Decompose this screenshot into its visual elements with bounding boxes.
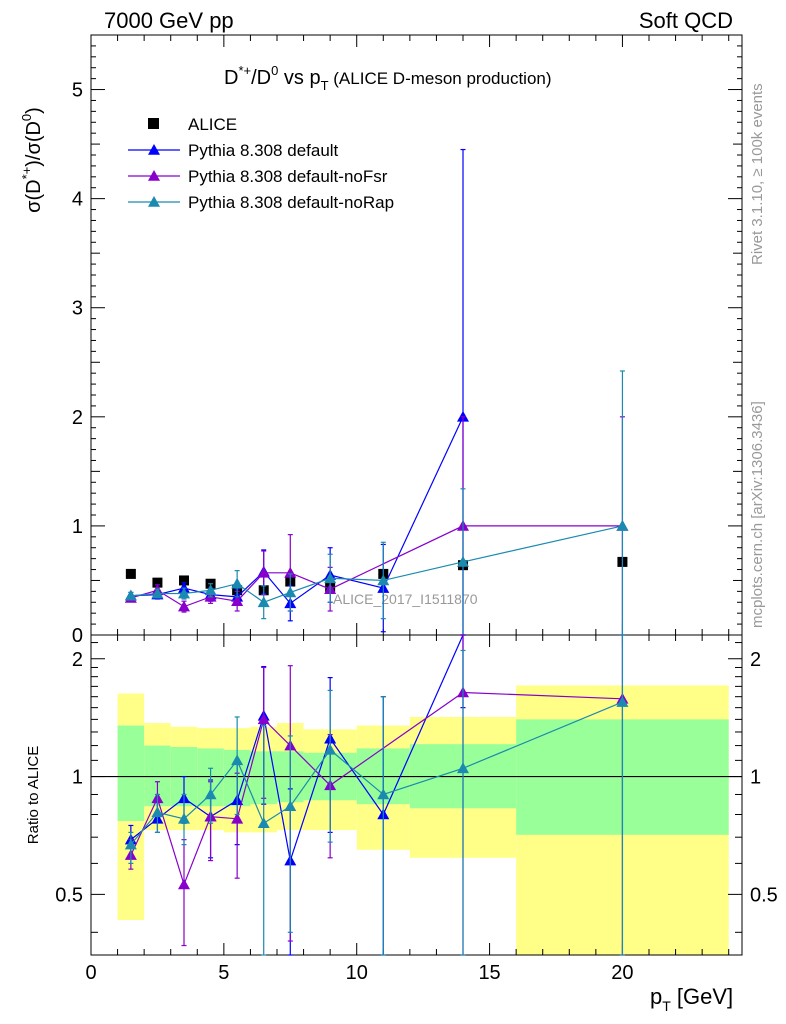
alice-point bbox=[152, 577, 163, 588]
alice-point bbox=[125, 568, 136, 579]
y-tick-label: 5 bbox=[72, 80, 83, 102]
y-tick-label: 4 bbox=[72, 189, 83, 211]
ratio-y-tick-label: 2 bbox=[72, 649, 83, 671]
pythia-8-308-default-norap-point bbox=[616, 519, 629, 531]
analysis-watermark: ALICE_2017_I1511870 bbox=[333, 591, 478, 607]
pythia-8-308-default-norap-point bbox=[204, 584, 217, 596]
pythia-8-308-default-nofsr-ratio-point bbox=[257, 713, 270, 725]
pythia-8-308-default-norap-point bbox=[231, 577, 244, 589]
pythia-8-308-default-line bbox=[130, 416, 464, 605]
pythia-8-308-default-norap-ratio-point bbox=[178, 812, 190, 824]
ratio-y-tick-label-right: 1 bbox=[750, 767, 761, 789]
y-tick-label: 1 bbox=[72, 516, 83, 538]
legend-marker-pythia-8-308-default-nofsr bbox=[148, 170, 160, 181]
y-tick-label: 2 bbox=[72, 407, 83, 429]
legend: ALICE Pythia 8.308 default Pythia 8.308 de… bbox=[128, 115, 394, 212]
x-tick-label: 5 bbox=[218, 962, 229, 984]
x-tick-label: 10 bbox=[346, 962, 368, 984]
pythia-8-308-default-norap-point bbox=[324, 572, 337, 584]
pythia-8-308-default-nofsr-point bbox=[231, 595, 244, 606]
legend-item-pythia-8-308-default-norap: Pythia 8.308 default-noRap bbox=[128, 193, 394, 212]
x-tick-label: 15 bbox=[478, 962, 500, 984]
pythia-8-308-default-nofsr-ratio-point bbox=[231, 812, 244, 824]
series-alice bbox=[125, 556, 628, 596]
pythia-8-308-default-norap-ratio-point bbox=[377, 788, 390, 800]
pythia-8-308-default-norap-ratio-point bbox=[324, 743, 337, 755]
legend-marker-alice bbox=[148, 118, 159, 129]
main-panel-series bbox=[124, 148, 629, 636]
alice-point bbox=[179, 575, 189, 586]
pythia-8-308-default-norap-point bbox=[178, 587, 190, 599]
ratio-y-tick-label: 0.5 bbox=[55, 884, 83, 906]
pythia-8-308-default-nofsr-ratio-point bbox=[178, 878, 190, 890]
ratio-frame-border bbox=[90, 634, 743, 956]
pythia-8-308-default-norap-point bbox=[457, 555, 469, 567]
legend-label-pythia-8-308-default-nofsr: Pythia 8.308 default-noFsr bbox=[188, 167, 388, 186]
pythia-8-308-default-norap-ratio-point bbox=[257, 817, 270, 829]
legend-marker-pythia-8-308-default-norap bbox=[148, 196, 160, 207]
pythia-8-308-default-nofsr-point bbox=[284, 566, 297, 578]
pythia-8-308-default-norap-ratio-point bbox=[616, 696, 629, 707]
pythia-8-308-default-norap-point bbox=[377, 574, 390, 586]
legend-item-pythia-8-308-default-nofsr: Pythia 8.308 default-noFsr bbox=[128, 167, 388, 186]
pythia-8-308-default-norap-ratio-point bbox=[204, 788, 217, 800]
ratio-panel-series bbox=[124, 634, 629, 956]
pythia-8-308-default-nofsr-point bbox=[257, 566, 270, 578]
pythia-8-308-default-nofsr-point bbox=[178, 600, 190, 612]
y-axis-label: σ(D*+)/σ(D0) bbox=[19, 107, 45, 213]
y-tick-label: 3 bbox=[72, 298, 83, 320]
legend-label-pythia-8-308-default-norap: Pythia 8.308 default-noRap bbox=[188, 193, 394, 212]
pythia-8-308-default-nofsr-ratio-line bbox=[130, 691, 623, 887]
pythia-8-308-default-norap-ratio-point bbox=[284, 800, 297, 812]
pythia-8-308-default-norap-point bbox=[151, 587, 164, 599]
pythia-8-308-default-norap-point bbox=[257, 596, 270, 608]
pythia-8-308-default-norap-ratio-point bbox=[151, 806, 164, 818]
ratio-series-pythia-8-308-default-norap bbox=[124, 634, 629, 956]
header-right: Soft QCD bbox=[639, 8, 733, 33]
legend-label-pythia-8-308-default: Pythia 8.308 default bbox=[188, 141, 339, 160]
pythia-8-308-default-norap-point bbox=[284, 586, 297, 598]
pythia-8-308-default-nofsr-line bbox=[130, 525, 623, 608]
side-label-rivet: Rivet 3.1.10, ≥ 100k events bbox=[749, 83, 766, 265]
band-inner-0 bbox=[117, 725, 145, 821]
x-tick-label: 0 bbox=[85, 962, 96, 984]
pythia-8-308-default-norap-point bbox=[124, 589, 137, 601]
ratio-y-tick-label: 1 bbox=[72, 767, 83, 789]
ratio-y-tick-label-right: 2 bbox=[750, 649, 761, 671]
y-tick-label: 0 bbox=[72, 625, 83, 647]
series-pythia-8-308-default bbox=[124, 148, 469, 636]
x-axis-label: pT [GeV] bbox=[650, 984, 733, 1014]
pythia-8-308-default-norap-ratio-point bbox=[124, 838, 137, 850]
plot-title: D*+/D0 vs pT (ALICE D-meson production) bbox=[224, 63, 552, 93]
pythia-8-308-default-ratio-line bbox=[130, 634, 464, 861]
ratio-y-tick-label-right: 0.5 bbox=[750, 884, 778, 906]
side-label-mcplots: mcplots.cern.ch [arXiv:1306.3436] bbox=[749, 401, 766, 628]
pythia-8-308-default-norap-ratio-point bbox=[457, 762, 469, 774]
pythia-8-308-default-norap-ratio-point bbox=[231, 754, 244, 766]
legend-label-alice: ALICE bbox=[188, 115, 237, 134]
main-panel-frame: 0 1 2 3 4 5 bbox=[72, 34, 743, 647]
header-left: 7000 GeV pp bbox=[104, 8, 234, 33]
ratio-y-axis-label: Ratio to ALICE bbox=[25, 746, 42, 844]
legend-item-pythia-8-308-default: Pythia 8.308 default bbox=[128, 141, 339, 160]
legend-item-alice: ALICE bbox=[148, 115, 237, 134]
legend-marker-pythia-8-308-default bbox=[148, 144, 160, 155]
x-tick-label: 20 bbox=[611, 962, 633, 984]
